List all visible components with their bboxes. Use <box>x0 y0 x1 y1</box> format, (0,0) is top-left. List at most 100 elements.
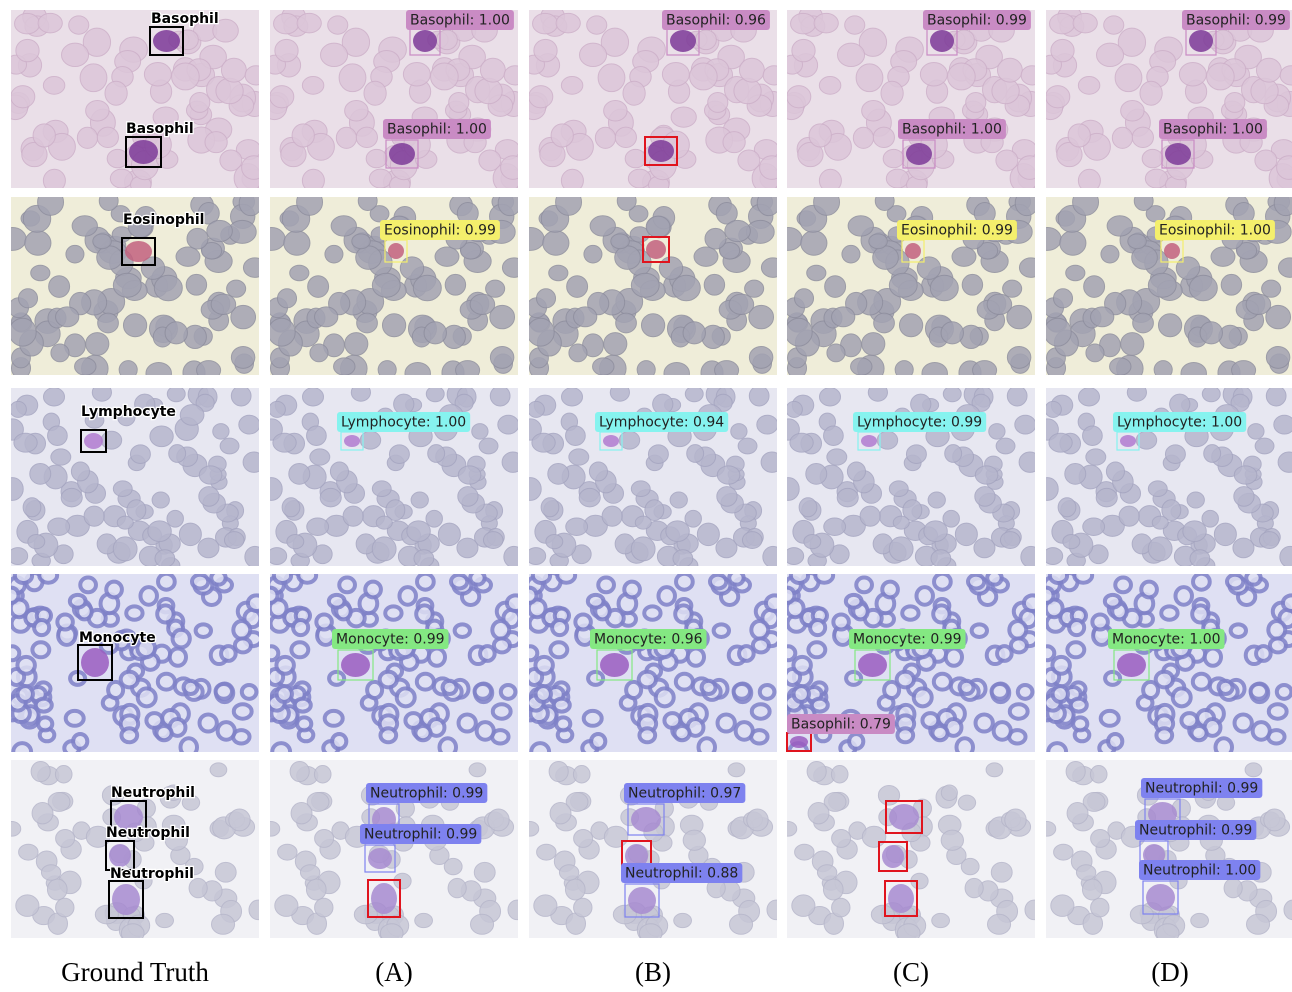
cell <box>589 732 608 751</box>
cell <box>1006 345 1032 369</box>
cell <box>609 388 630 402</box>
cell <box>843 592 864 610</box>
cell <box>1065 264 1086 282</box>
cell <box>529 547 547 566</box>
cell <box>880 579 900 600</box>
cell <box>653 686 676 709</box>
cell <box>529 820 540 837</box>
cell <box>32 123 56 148</box>
cell <box>672 549 694 566</box>
cell <box>916 256 942 280</box>
cell <box>1266 702 1289 721</box>
cell <box>1151 515 1169 530</box>
cell <box>155 912 174 929</box>
cell <box>309 448 331 466</box>
cell <box>270 317 296 347</box>
cell <box>371 272 401 298</box>
cell <box>242 451 259 473</box>
white-cell <box>882 845 904 868</box>
cell <box>966 574 987 591</box>
cell <box>826 343 846 363</box>
white-cell <box>1117 653 1146 677</box>
cell <box>1265 345 1291 369</box>
cell <box>166 509 184 528</box>
cell <box>29 462 52 485</box>
cell <box>1106 732 1125 751</box>
white-cell <box>109 844 131 867</box>
cell <box>36 715 55 733</box>
cell <box>787 85 812 109</box>
cell <box>144 711 165 730</box>
cell <box>1189 723 1209 743</box>
cell <box>1232 712 1254 734</box>
cell <box>177 29 199 51</box>
white-cell <box>889 804 919 830</box>
cell <box>338 63 367 93</box>
cell <box>501 451 518 473</box>
cell <box>943 646 965 668</box>
cell <box>1244 762 1263 778</box>
cell <box>60 487 83 508</box>
cell <box>787 547 805 566</box>
bounding-box <box>596 649 633 681</box>
cell <box>990 861 1013 883</box>
cell <box>931 603 952 625</box>
cell <box>741 531 763 549</box>
cell <box>190 574 211 591</box>
cell <box>188 877 208 899</box>
bounding-box <box>642 236 670 263</box>
detection-label: Basophil: 0.99 <box>1186 13 1286 29</box>
white-cell <box>648 140 674 162</box>
cell <box>749 619 771 641</box>
white-cell <box>1146 884 1175 911</box>
cell <box>33 696 54 714</box>
cell <box>529 477 542 501</box>
cell <box>219 149 243 172</box>
cell <box>164 829 188 851</box>
cell <box>1085 343 1105 363</box>
cell <box>48 275 71 298</box>
cell <box>1175 256 1201 280</box>
cell <box>634 515 652 530</box>
cell <box>489 388 511 407</box>
cell <box>763 593 777 613</box>
cell <box>592 357 615 375</box>
cell <box>175 246 201 267</box>
cell <box>808 123 832 148</box>
cell <box>837 42 866 68</box>
cell <box>1082 792 1106 812</box>
cell <box>134 393 156 415</box>
cell <box>30 640 52 660</box>
cell <box>787 227 803 251</box>
cell <box>230 388 252 407</box>
cell <box>299 864 321 881</box>
white-cell <box>388 243 404 259</box>
cell <box>972 360 998 375</box>
cell <box>489 304 516 330</box>
cell <box>715 712 737 734</box>
bounding-box <box>1161 139 1195 169</box>
detection-label: Basophil: 0.79 <box>791 717 891 733</box>
cell <box>733 77 762 105</box>
cell <box>1216 678 1235 696</box>
cell <box>529 317 555 347</box>
cell <box>330 215 357 237</box>
cell <box>573 306 598 328</box>
cell <box>947 62 976 91</box>
white-cell <box>1189 30 1213 52</box>
cell <box>919 62 948 87</box>
cell <box>630 536 656 562</box>
label-bg <box>1141 778 1263 798</box>
cell <box>1199 321 1223 345</box>
cell <box>210 293 237 315</box>
cell <box>790 12 817 35</box>
cell <box>196 360 222 375</box>
cell <box>503 545 518 566</box>
cell <box>468 762 487 778</box>
cell <box>371 536 397 562</box>
cell <box>83 505 105 527</box>
cell <box>1109 357 1132 375</box>
panel <box>11 197 259 375</box>
cell <box>614 126 637 149</box>
cell <box>645 215 671 239</box>
